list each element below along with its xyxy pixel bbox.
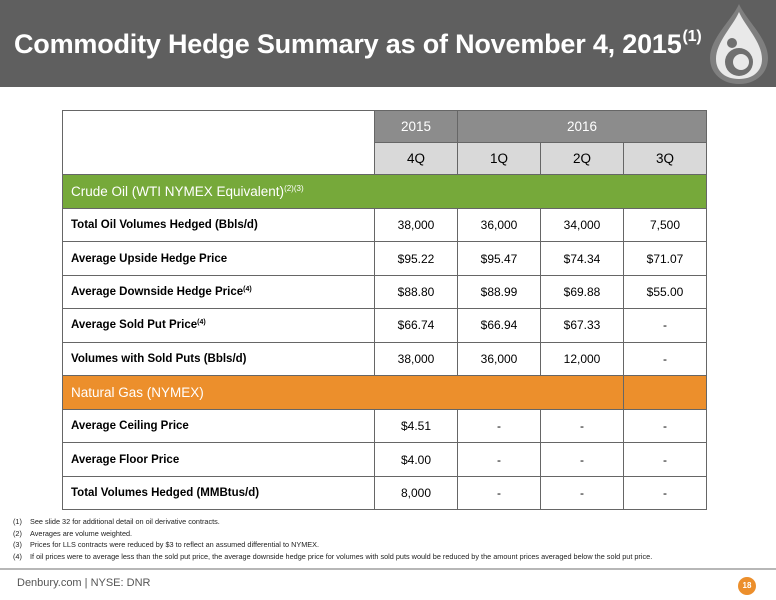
table-row: Average Floor Price $4.00 - - -	[62, 442, 708, 477]
table-row: Volumes with Sold Puts (Bbls/d) 38,000 3…	[62, 341, 708, 376]
table-cell: -	[622, 308, 708, 343]
table-cell: 34,000	[540, 207, 624, 243]
row-label: Total Oil Volumes Hedged (Bbls/d)	[62, 207, 375, 243]
table-cell: $66.94	[457, 308, 541, 343]
quarter-header: 3Q	[622, 142, 708, 175]
table-cell: 7,500	[622, 207, 708, 243]
slide-header: Commodity Hedge Summary as of November 4…	[0, 0, 776, 87]
table-row: Total Oil Volumes Hedged (Bbls/d) 38,000…	[62, 207, 708, 243]
table-cell: $55.00	[622, 274, 708, 310]
table-cell: $66.74	[374, 308, 458, 343]
quarter-header: 4Q	[374, 142, 458, 175]
footer-divider	[0, 568, 776, 570]
row-label: Average Floor Price	[62, 442, 375, 477]
table-cell: $4.00	[374, 442, 458, 477]
footer-company-text: Denbury.com | NYSE: DNR	[17, 577, 151, 589]
table-cell: -	[622, 442, 708, 477]
slide-title-text: Commodity Hedge Summary as of November 4…	[14, 29, 682, 59]
slide-title-footnote-ref: (1)	[682, 28, 702, 45]
row-label: Average Ceiling Price	[62, 408, 375, 444]
table-cell: -	[540, 475, 624, 511]
quarter-header: 1Q	[457, 142, 541, 175]
table-row: Total Volumes Hedged (MMBtus/d) 8,000 - …	[62, 475, 708, 511]
slide-footer: Denbury.com | NYSE: DNR 18	[0, 568, 776, 600]
row-label: Average Downside Hedge Price(4)	[62, 274, 375, 310]
table-row: Average Ceiling Price $4.51 - - -	[62, 408, 708, 444]
oil-drop-logo-icon	[710, 4, 768, 84]
table-cell: $69.88	[540, 274, 624, 310]
table-row: Average Upside Hedge Price $95.22 $95.47…	[62, 241, 708, 276]
table-corner-cell	[62, 110, 375, 175]
table-cell: -	[622, 408, 708, 444]
table-cell: -	[457, 408, 541, 444]
table-cell: -	[622, 341, 708, 376]
table-cell: -	[540, 442, 624, 477]
table-cell: 12,000	[540, 341, 624, 376]
footnote: (3) Prices for LLS contracts were reduced…	[13, 540, 320, 550]
page-number-badge: 18	[738, 577, 756, 595]
natural-gas-section-label: Natural Gas (NYMEX)	[62, 374, 624, 410]
table-cell: -	[457, 442, 541, 477]
quarter-header-row: 4Q 1Q 2Q 3Q	[63, 142, 708, 175]
hedge-summary-table-container: 2015 2016 4Q 1Q 2Q 3Q Crude Oil (WTI NYM…	[61, 110, 708, 511]
table-cell: $74.34	[540, 241, 624, 276]
table-cell: 36,000	[457, 207, 541, 243]
year-header-2016: 2016	[456, 110, 708, 143]
year-header-2015: 2015	[374, 110, 458, 143]
table-cell: $4.51	[374, 408, 458, 444]
row-label: Volumes with Sold Puts (Bbls/d)	[62, 341, 375, 376]
row-label: Average Sold Put Price(4)	[62, 308, 375, 343]
quarter-header: 2Q	[540, 142, 624, 175]
natural-gas-section-row: Natural Gas (NYMEX)	[62, 374, 708, 410]
table-cell: $95.22	[374, 241, 458, 276]
table-cell: $71.07	[622, 241, 708, 276]
hedge-summary-table: 2015 2016 4Q 1Q 2Q 3Q Crude Oil (WTI NYM…	[61, 110, 708, 511]
table-cell: 38,000	[374, 207, 458, 243]
table-row: Average Sold Put Price(4) $66.74 $66.94 …	[62, 308, 708, 343]
table-cell: 8,000	[374, 475, 458, 511]
crude-oil-section-row: Crude Oil (WTI NYMEX Equivalent)(2)(3)	[61, 174, 708, 209]
footnote: (4) If oil prices were to average less th…	[13, 551, 653, 561]
table-cell: $95.47	[457, 241, 541, 276]
table-cell: $88.99	[457, 274, 541, 310]
table-cell: 36,000	[457, 341, 541, 376]
footnote: (2) Averages are volume weighted.	[13, 528, 133, 538]
footnote: (1) See slide 32 for additional detail on…	[13, 517, 220, 526]
table-cell: $67.33	[540, 308, 624, 343]
crude-oil-section-label: Crude Oil (WTI NYMEX Equivalent)(2)(3)	[61, 174, 708, 209]
table-cell: -	[540, 408, 624, 444]
row-label: Average Upside Hedge Price	[62, 241, 375, 276]
slide-title: Commodity Hedge Summary as of November 4…	[14, 28, 702, 60]
section-empty-cell	[622, 374, 708, 410]
row-label: Total Volumes Hedged (MMBtus/d)	[62, 475, 375, 511]
table-cell: 38,000	[374, 341, 458, 376]
table-row: Average Downside Hedge Price(4) $88.80 $…	[62, 274, 708, 310]
table-cell: -	[622, 475, 708, 511]
table-cell: -	[457, 475, 541, 511]
table-cell: $88.80	[374, 274, 458, 310]
year-header-row: 2015 2016	[62, 110, 708, 175]
footnotes: (1) See slide 32 for additional detail on…	[13, 516, 733, 562]
